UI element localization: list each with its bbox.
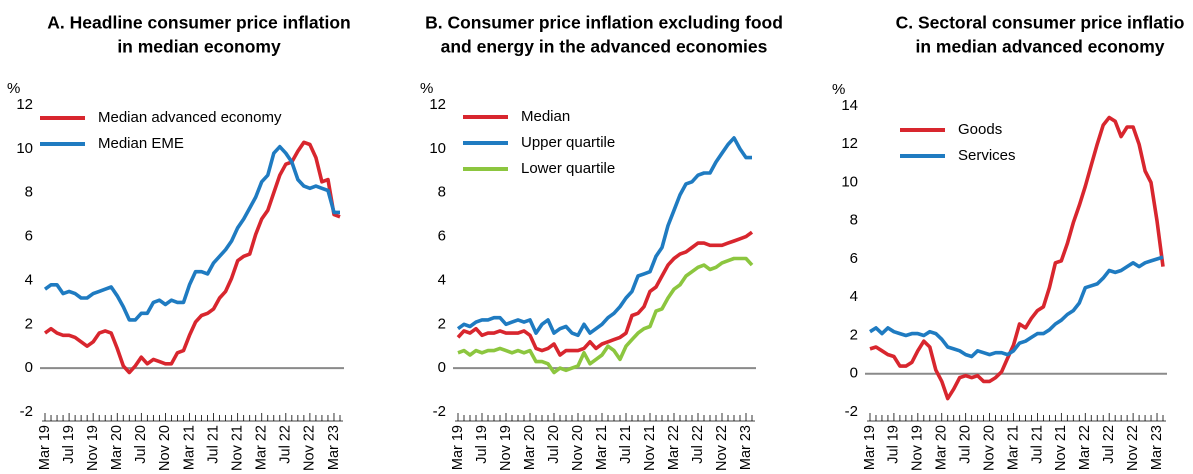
- panel-title: in median economy: [117, 37, 281, 57]
- series-line: [43, 144, 340, 322]
- y-tick-label: 8: [25, 184, 33, 201]
- y-tick-label: 10: [16, 140, 33, 157]
- y-tick-label: -2: [433, 403, 446, 420]
- x-tick-label: Jul 19: [61, 425, 77, 464]
- y-axis-label: %: [420, 80, 433, 97]
- x-tick-label: Mar 23: [1149, 425, 1165, 470]
- legend-label: Upper quartile: [521, 134, 615, 151]
- y-tick-label: 10: [429, 140, 446, 157]
- y-tick-label: 8: [438, 184, 446, 201]
- x-tick-label: Mar 20: [522, 425, 538, 470]
- x-tick-label: Nov 19: [85, 425, 101, 471]
- x-tick-label: Mar 22: [666, 425, 682, 470]
- y-tick-label: 4: [850, 288, 858, 305]
- legend-label: Median advanced economy: [98, 109, 282, 126]
- x-tick-label: Jul 19: [474, 425, 490, 464]
- x-tick-label: Jul 21: [618, 425, 634, 464]
- y-tick-label: 2: [850, 326, 858, 343]
- x-tick-label: Mar 22: [1077, 425, 1093, 470]
- x-tick-label: Jul 21: [205, 425, 221, 464]
- x-tick-label: Jul 19: [886, 425, 902, 464]
- x-tick-label: Jul 21: [1029, 425, 1045, 464]
- series-line: [869, 115, 1165, 401]
- x-tick-label: Nov 20: [157, 425, 173, 471]
- panel: C. Sectoral consumer price inflatio in me…: [832, 13, 1184, 471]
- y-tick-label: 4: [438, 271, 446, 288]
- legend-label: Lower quartile: [521, 160, 615, 177]
- x-tick-label: Jul 20: [958, 425, 974, 464]
- y-tick-label: 12: [16, 96, 33, 113]
- x-tick-label: Nov 20: [570, 425, 586, 471]
- y-tick-label: 4: [25, 271, 33, 288]
- x-tick-label: Jul 22: [278, 425, 294, 464]
- y-tick-label: 0: [438, 359, 446, 376]
- x-tick-label: Jul 20: [133, 425, 149, 464]
- series-line: [457, 256, 754, 375]
- x-tick-label: Nov 22: [302, 425, 318, 471]
- x-tick-label: Mar 20: [109, 425, 125, 470]
- y-tick-label: 12: [429, 96, 446, 113]
- y-tick-label: 2: [438, 315, 446, 332]
- series-line: [869, 255, 1164, 359]
- panel-title: C. Sectoral consumer price inflatio: [896, 13, 1185, 33]
- y-tick-label: -2: [845, 403, 858, 420]
- panel-title: in median advanced economy: [916, 37, 1165, 57]
- x-tick-label: Mar 22: [254, 425, 270, 470]
- y-tick-label: 6: [25, 228, 33, 245]
- x-tick-label: Mar 19: [37, 425, 53, 470]
- series-line: [456, 136, 752, 338]
- legend-label: Services: [958, 147, 1016, 164]
- y-tick-label: 2: [25, 315, 33, 332]
- series-line: [456, 230, 754, 357]
- panel-title: A. Headline consumer price inflation: [47, 13, 350, 33]
- panel: B. Consumer price inflation excluding fo…: [420, 13, 783, 471]
- x-tick-label: Jul 22: [1101, 425, 1117, 464]
- legend-label: Median: [521, 108, 570, 125]
- y-tick-label: 14: [841, 97, 858, 114]
- x-tick-label: Mar 19: [862, 425, 878, 470]
- panel-title: B. Consumer price inflation excluding fo…: [425, 13, 783, 33]
- x-tick-label: Jul 22: [690, 425, 706, 464]
- panel-title: and energy in the advanced economies: [441, 37, 768, 57]
- x-tick-label: Nov 20: [981, 425, 997, 471]
- x-tick-label: Nov 19: [498, 425, 514, 471]
- y-tick-label: 0: [25, 359, 33, 376]
- x-tick-label: Nov 22: [1125, 425, 1141, 471]
- x-tick-label: Nov 21: [642, 425, 658, 471]
- x-tick-label: Mar 20: [934, 425, 950, 470]
- legend-label: Median EME: [98, 135, 184, 152]
- x-tick-label: Nov 21: [1053, 425, 1069, 471]
- x-tick-label: Mar 23: [326, 425, 342, 470]
- x-tick-label: Mar 19: [450, 425, 466, 470]
- y-tick-label: 6: [850, 250, 858, 267]
- panel: A. Headline consumer price inflation in m…: [7, 13, 351, 471]
- x-tick-label: Nov 21: [229, 425, 245, 471]
- y-tick-label: 10: [841, 173, 858, 190]
- x-tick-label: Jul 20: [546, 425, 562, 464]
- y-tick-label: 6: [438, 228, 446, 245]
- x-tick-label: Mar 21: [181, 425, 197, 470]
- x-tick-label: Mar 21: [1005, 425, 1021, 470]
- y-axis-label: %: [7, 80, 20, 97]
- x-tick-label: Nov 22: [714, 425, 730, 471]
- y-tick-label: 8: [850, 212, 858, 229]
- y-tick-label: 12: [841, 135, 858, 152]
- y-tick-label: 0: [850, 365, 858, 382]
- y-axis-label: %: [832, 81, 845, 98]
- x-tick-label: Nov 19: [910, 425, 926, 471]
- x-tick-label: Mar 21: [594, 425, 610, 470]
- y-tick-label: -2: [20, 403, 33, 420]
- x-tick-label: Mar 23: [738, 425, 754, 470]
- legend-label: Goods: [958, 121, 1002, 138]
